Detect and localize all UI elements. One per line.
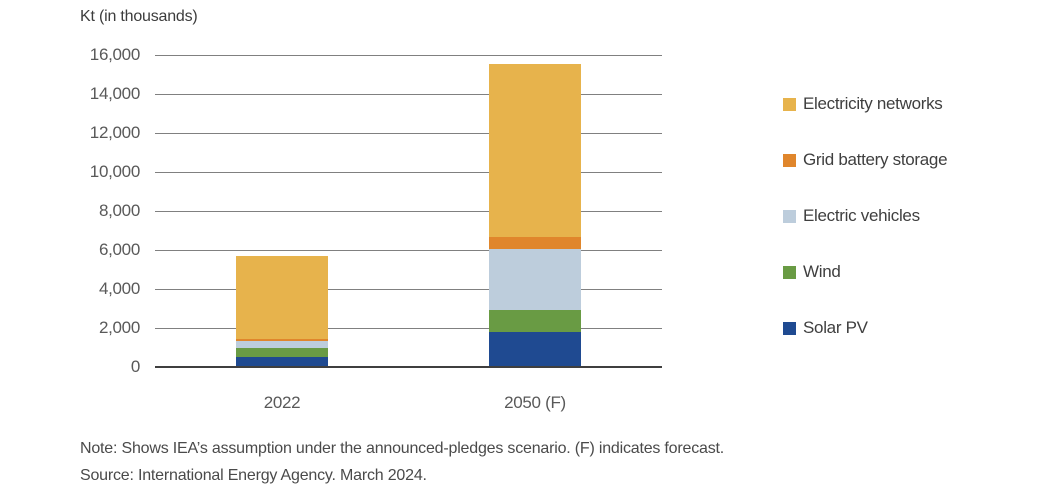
y-tick-label: 0	[130, 357, 140, 376]
bar-segment-2050-f-electric-vehicles	[489, 249, 581, 311]
legend-swatch-electric-vehicles	[783, 209, 796, 223]
bar-segment-2050-f-electricity-networks	[489, 63, 581, 238]
y-tick-label: 16,000	[89, 45, 141, 64]
bar-segment-2050-f-grid-battery-storage	[489, 237, 581, 250]
gridline	[155, 211, 662, 212]
x-tick-label-2050-f: 2050 (F)	[504, 393, 566, 412]
source-text: Source: International Energy Agency. Mar…	[80, 467, 427, 484]
y-tick-label: 14,000	[89, 84, 141, 103]
bar-segment-2022-solar-pv	[236, 357, 328, 367]
y-axis-title: Kt (in thousands)	[80, 8, 198, 25]
x-tick-label-2022: 2022	[263, 393, 301, 412]
x-axis-line	[155, 366, 662, 368]
y-tick-label: 2,000	[98, 318, 140, 337]
bar-segment-2022-wind	[236, 348, 328, 358]
bar-segment-2050-f-wind	[489, 310, 581, 332]
legend-swatch-solar-pv	[783, 321, 796, 335]
y-tick-label: 6,000	[98, 240, 140, 259]
gridline	[155, 94, 662, 95]
plot-area	[155, 55, 662, 368]
legend-item-electric-vehicles: Electric vehicles	[783, 206, 920, 226]
y-tick-label: 10,000	[89, 162, 141, 181]
y-tick-label: 12,000	[89, 123, 141, 142]
bar-segment-2022-electric-vehicles	[236, 341, 328, 349]
gridline	[155, 172, 662, 173]
legend-swatch-grid-battery-storage	[783, 153, 796, 167]
legend-label: Grid battery storage	[803, 150, 948, 169]
bar-segment-2050-f-solar-pv	[489, 331, 581, 367]
legend-label: Electricity networks	[803, 94, 943, 113]
bar-segment-2022-grid-battery-storage	[236, 339, 328, 342]
legend-label: Wind	[803, 262, 841, 281]
gridline	[155, 55, 662, 56]
y-tick-label: 4,000	[98, 279, 140, 298]
legend-item-solar-pv: Solar PV	[783, 318, 868, 338]
bar-2022	[236, 256, 328, 367]
gridline	[155, 289, 662, 290]
note-text: Note: Shows IEA’s assumption under the a…	[80, 440, 724, 457]
legend-label: Solar PV	[803, 318, 868, 337]
legend-item-wind: Wind	[783, 262, 841, 282]
gridline	[155, 133, 662, 134]
gridline	[155, 250, 662, 251]
bar-segment-2022-electricity-networks	[236, 256, 328, 340]
legend-item-electricity-networks: Electricity networks	[783, 94, 943, 114]
legend-item-grid-battery-storage: Grid battery storage	[783, 150, 948, 170]
legend-label: Electric vehicles	[803, 206, 920, 225]
bar-2050-f	[489, 63, 581, 367]
gridline	[155, 328, 662, 329]
legend-swatch-electricity-networks	[783, 97, 796, 111]
y-tick-label: 8,000	[98, 201, 140, 220]
legend-swatch-wind	[783, 265, 796, 279]
